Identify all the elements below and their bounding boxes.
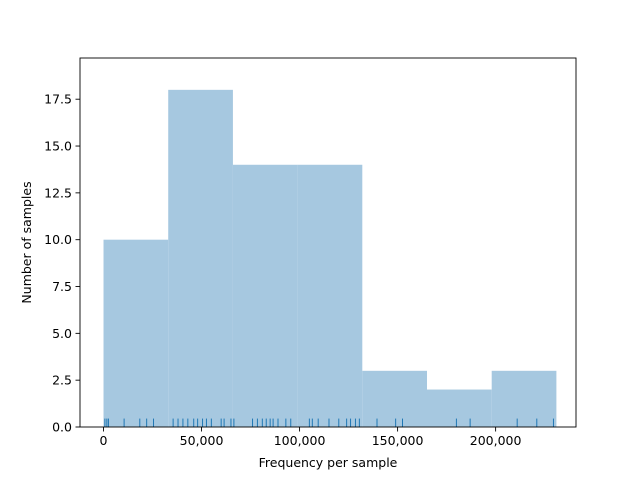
x-axis-label: Frequency per sample bbox=[259, 455, 398, 470]
histogram-bar-0 bbox=[103, 239, 169, 427]
x-axis: 0 50,000 100,000 150,000 200,000 bbox=[100, 427, 522, 448]
y-tick-label: 10.0 bbox=[44, 232, 72, 247]
x-tick-label: 50,000 bbox=[180, 433, 224, 448]
histogram-bar-4 bbox=[362, 370, 428, 427]
histogram-bar-5 bbox=[427, 389, 492, 427]
y-tick-label: 12.5 bbox=[44, 185, 72, 200]
histogram-bar-3 bbox=[297, 164, 363, 428]
histogram-bar-2 bbox=[232, 164, 298, 428]
rug-ticks bbox=[104, 418, 554, 427]
x-tick-label: 200,000 bbox=[470, 433, 522, 448]
y-tick-label: 15.0 bbox=[44, 139, 72, 154]
y-axis-label: Number of samples bbox=[19, 181, 34, 303]
y-tick-label: 17.5 bbox=[44, 92, 72, 107]
histogram-bar-6 bbox=[491, 370, 557, 427]
plot-frame bbox=[79, 57, 577, 428]
x-tick-label: 150,000 bbox=[372, 433, 424, 448]
y-tick-label: 0.0 bbox=[52, 420, 72, 435]
histogram-bars bbox=[103, 89, 557, 428]
y-tick-label: 5.0 bbox=[52, 326, 72, 341]
histogram-bar-1 bbox=[168, 89, 233, 427]
y-tick-label: 2.5 bbox=[52, 373, 72, 388]
y-axis: 0.0 2.5 5.0 7.5 10.0 12.5 15.0 17.5 bbox=[44, 92, 80, 435]
x-tick-label: 100,000 bbox=[274, 433, 326, 448]
x-tick-label: 0 bbox=[100, 433, 108, 448]
y-tick-label: 7.5 bbox=[52, 279, 72, 294]
